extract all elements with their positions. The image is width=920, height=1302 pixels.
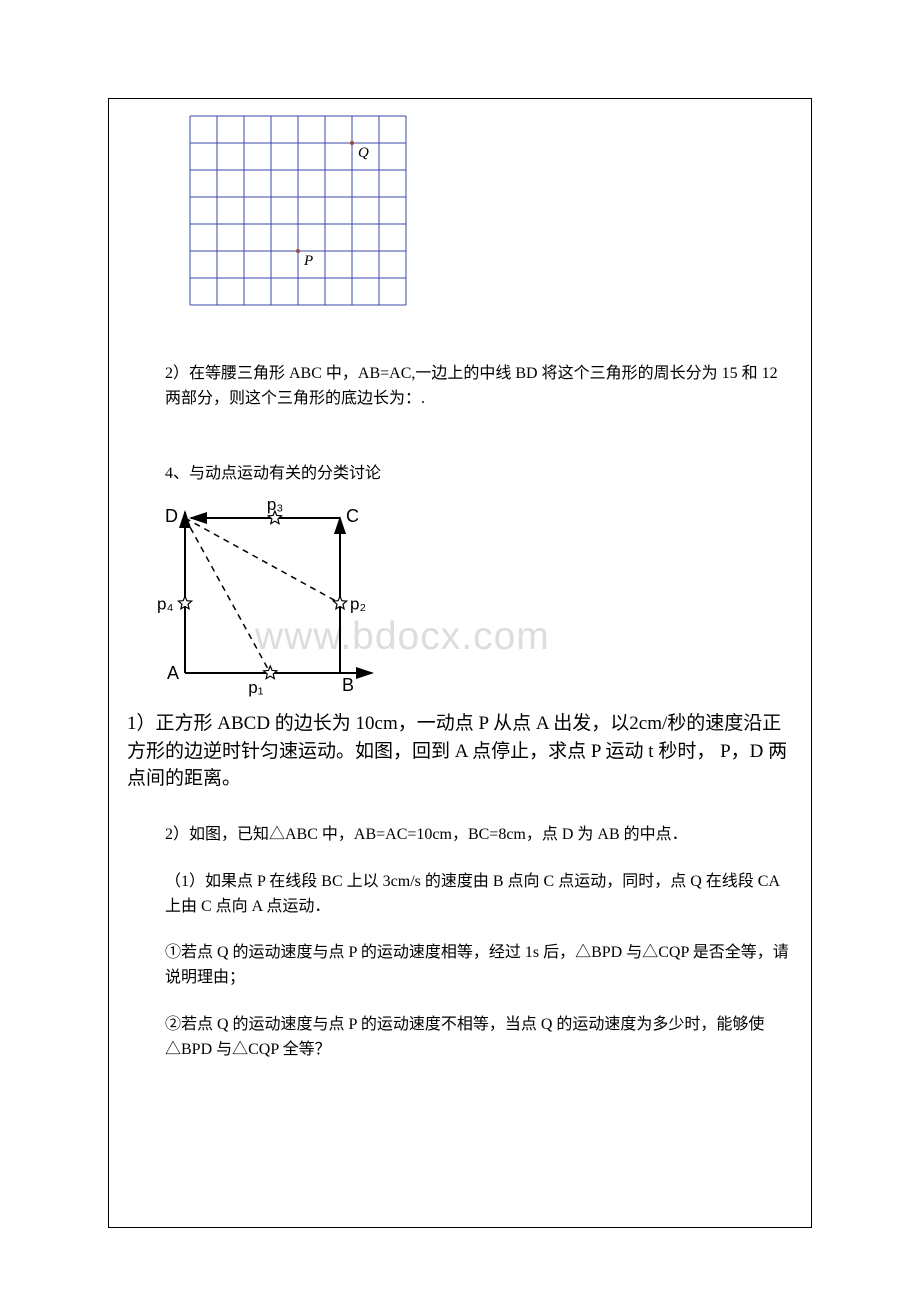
page-frame: QP 2）在等腰三角形 ABC 中，AB=AC,一边上的中线 BD 将这个三角形… <box>108 98 812 1228</box>
q2-1-text: （1）如果点 P 在线段 BC 上以 3cm/s 的速度由 B 点向 C 点运动… <box>165 870 793 920</box>
svg-text:p₄: p₄ <box>157 595 173 614</box>
svg-text:Q: Q <box>358 145 369 161</box>
q1-text: 1）正方形 ABCD 的边长为 10cm，一动点 P 从点 A 出发，以2cm/… <box>127 710 793 793</box>
square-svg: A B C Dp₁ p₂ p₃ p₄ <box>145 496 384 699</box>
svg-text:D: D <box>165 506 178 526</box>
svg-text:B: B <box>342 675 354 695</box>
problem-2-text: 2）在等腰三角形 ABC 中，AB=AC,一边上的中线 BD 将这个三角形的周长… <box>165 362 793 412</box>
q2-1a-text: ①若点 Q 的运动速度与点 P 的运动速度相等，经过 1s 后，△BPD 与△C… <box>165 941 793 991</box>
grid-svg: QP <box>189 115 407 306</box>
heading-4: 4、与动点运动有关的分类讨论 <box>165 462 793 487</box>
q2-text: 2）如图，已知△ABC 中，AB=AC=10cm，BC=8cm，点 D 为 AB… <box>165 823 793 848</box>
svg-text:A: A <box>167 663 179 683</box>
svg-text:C: C <box>346 506 359 526</box>
svg-text:p₁: p₁ <box>248 678 263 697</box>
q2-1b-text: ②若点 Q 的运动速度与点 P 的运动速度不相等，当点 Q 的运动速度为多少时，… <box>165 1013 793 1063</box>
svg-text:P: P <box>303 253 313 269</box>
grid-figure: QP <box>189 115 793 306</box>
square-figure: A B C Dp₁ p₂ p₃ p₄ <box>145 496 793 704</box>
svg-text:p₃: p₃ <box>267 496 283 514</box>
svg-text:p₂: p₂ <box>350 595 366 614</box>
